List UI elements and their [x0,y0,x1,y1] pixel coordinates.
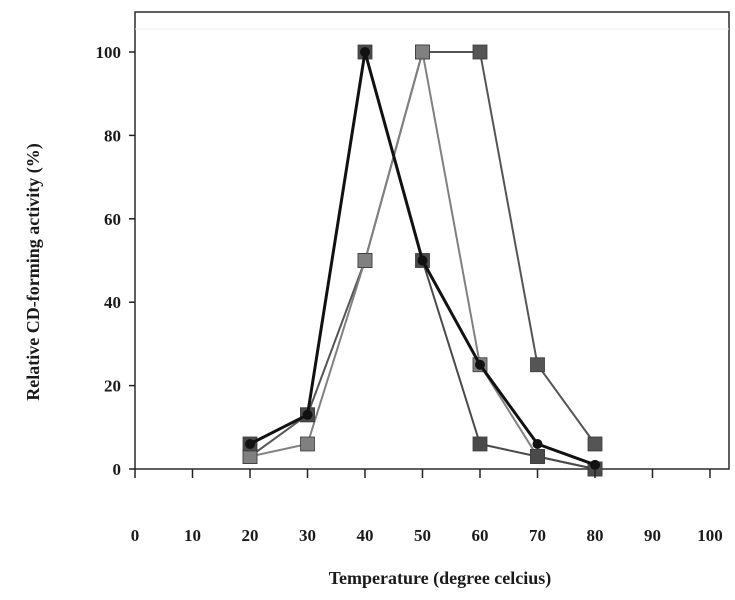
x-tick-label: 50 [414,526,431,545]
data-point [302,409,313,420]
data-point [532,438,543,449]
plot-border [134,11,730,470]
data-point [475,359,485,370]
data-point [300,436,315,452]
x-tick-label: 60 [472,526,489,545]
data-point [415,44,430,60]
x-tick-label: 30 [299,526,316,545]
y-tick-label: 0 [113,460,122,479]
x-axis: 0 10 20 30 40 50 60 70 80 90 100 [131,469,723,545]
x-tick-label: 100 [697,526,723,545]
y-tick-label: 20 [104,377,121,396]
data-point [472,436,488,452]
data-point [590,459,600,470]
plot-area [134,11,730,470]
x-tick-label: 10 [184,526,201,545]
data-point [242,449,258,464]
x-tick-label: 70 [529,526,546,545]
series-4 [245,47,600,470]
data-point [360,47,370,57]
data-point [357,253,373,268]
data-point [530,449,545,464]
y-axis: 0 20 40 60 80 100 [96,43,135,479]
data-point [530,357,545,373]
x-tick-label: 90 [644,526,661,545]
series-layer [242,44,603,477]
x-tick-label: 80 [587,526,604,545]
x-tick-label: 20 [242,526,259,545]
y-tick-label: 40 [104,293,121,312]
data-point [472,44,488,60]
y-tick-label: 80 [104,126,121,145]
data-point [587,436,603,452]
data-point [417,255,428,266]
y-tick-label: 60 [104,210,121,229]
x-axis-title: Temperature (degree celcius) [329,568,552,589]
x-tick-label: 40 [357,526,374,545]
y-tick-label: 100 [96,43,122,62]
y-axis-title: Relative CD-forming activity (%) [23,143,44,400]
x-tick-label: 0 [131,526,140,545]
data-point [245,438,255,449]
